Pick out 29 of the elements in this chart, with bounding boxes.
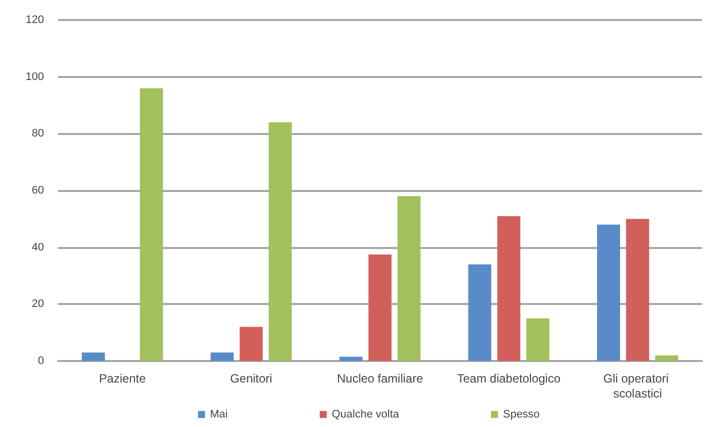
legend-label: Mai: [210, 408, 228, 420]
y-tick-label: 20: [32, 298, 44, 310]
y-tick-label: 120: [26, 14, 44, 26]
y-tick-label: 0: [38, 355, 44, 367]
legend-label: Qualche volta: [332, 408, 400, 420]
y-tick-label: 40: [32, 241, 44, 254]
x-tick-label: Gli operatori scolastici: [603, 372, 672, 400]
legend-label: Spesso: [502, 408, 540, 420]
bar: [140, 88, 163, 361]
bar: [626, 218, 650, 361]
bar: [268, 122, 292, 361]
bar: [597, 224, 620, 361]
y-tick-label: 80: [32, 128, 44, 140]
y-tick-label: 100: [26, 70, 44, 83]
bar: [497, 216, 520, 361]
x-tick-label: Genitori: [230, 372, 272, 386]
bar: [398, 196, 421, 361]
x-tick-label: Nucleo familiare: [336, 372, 424, 386]
bar: [468, 264, 492, 361]
bar: [82, 352, 105, 361]
bar: [526, 318, 550, 361]
bar: [240, 326, 263, 361]
bar: [655, 355, 678, 361]
x-tick-label: Team diabetologico: [457, 372, 561, 386]
bar: [339, 356, 362, 361]
bar: [368, 254, 392, 361]
y-tick-label: 60: [32, 184, 44, 196]
x-tick-label: Paziente: [99, 372, 146, 386]
bar: [210, 352, 234, 361]
